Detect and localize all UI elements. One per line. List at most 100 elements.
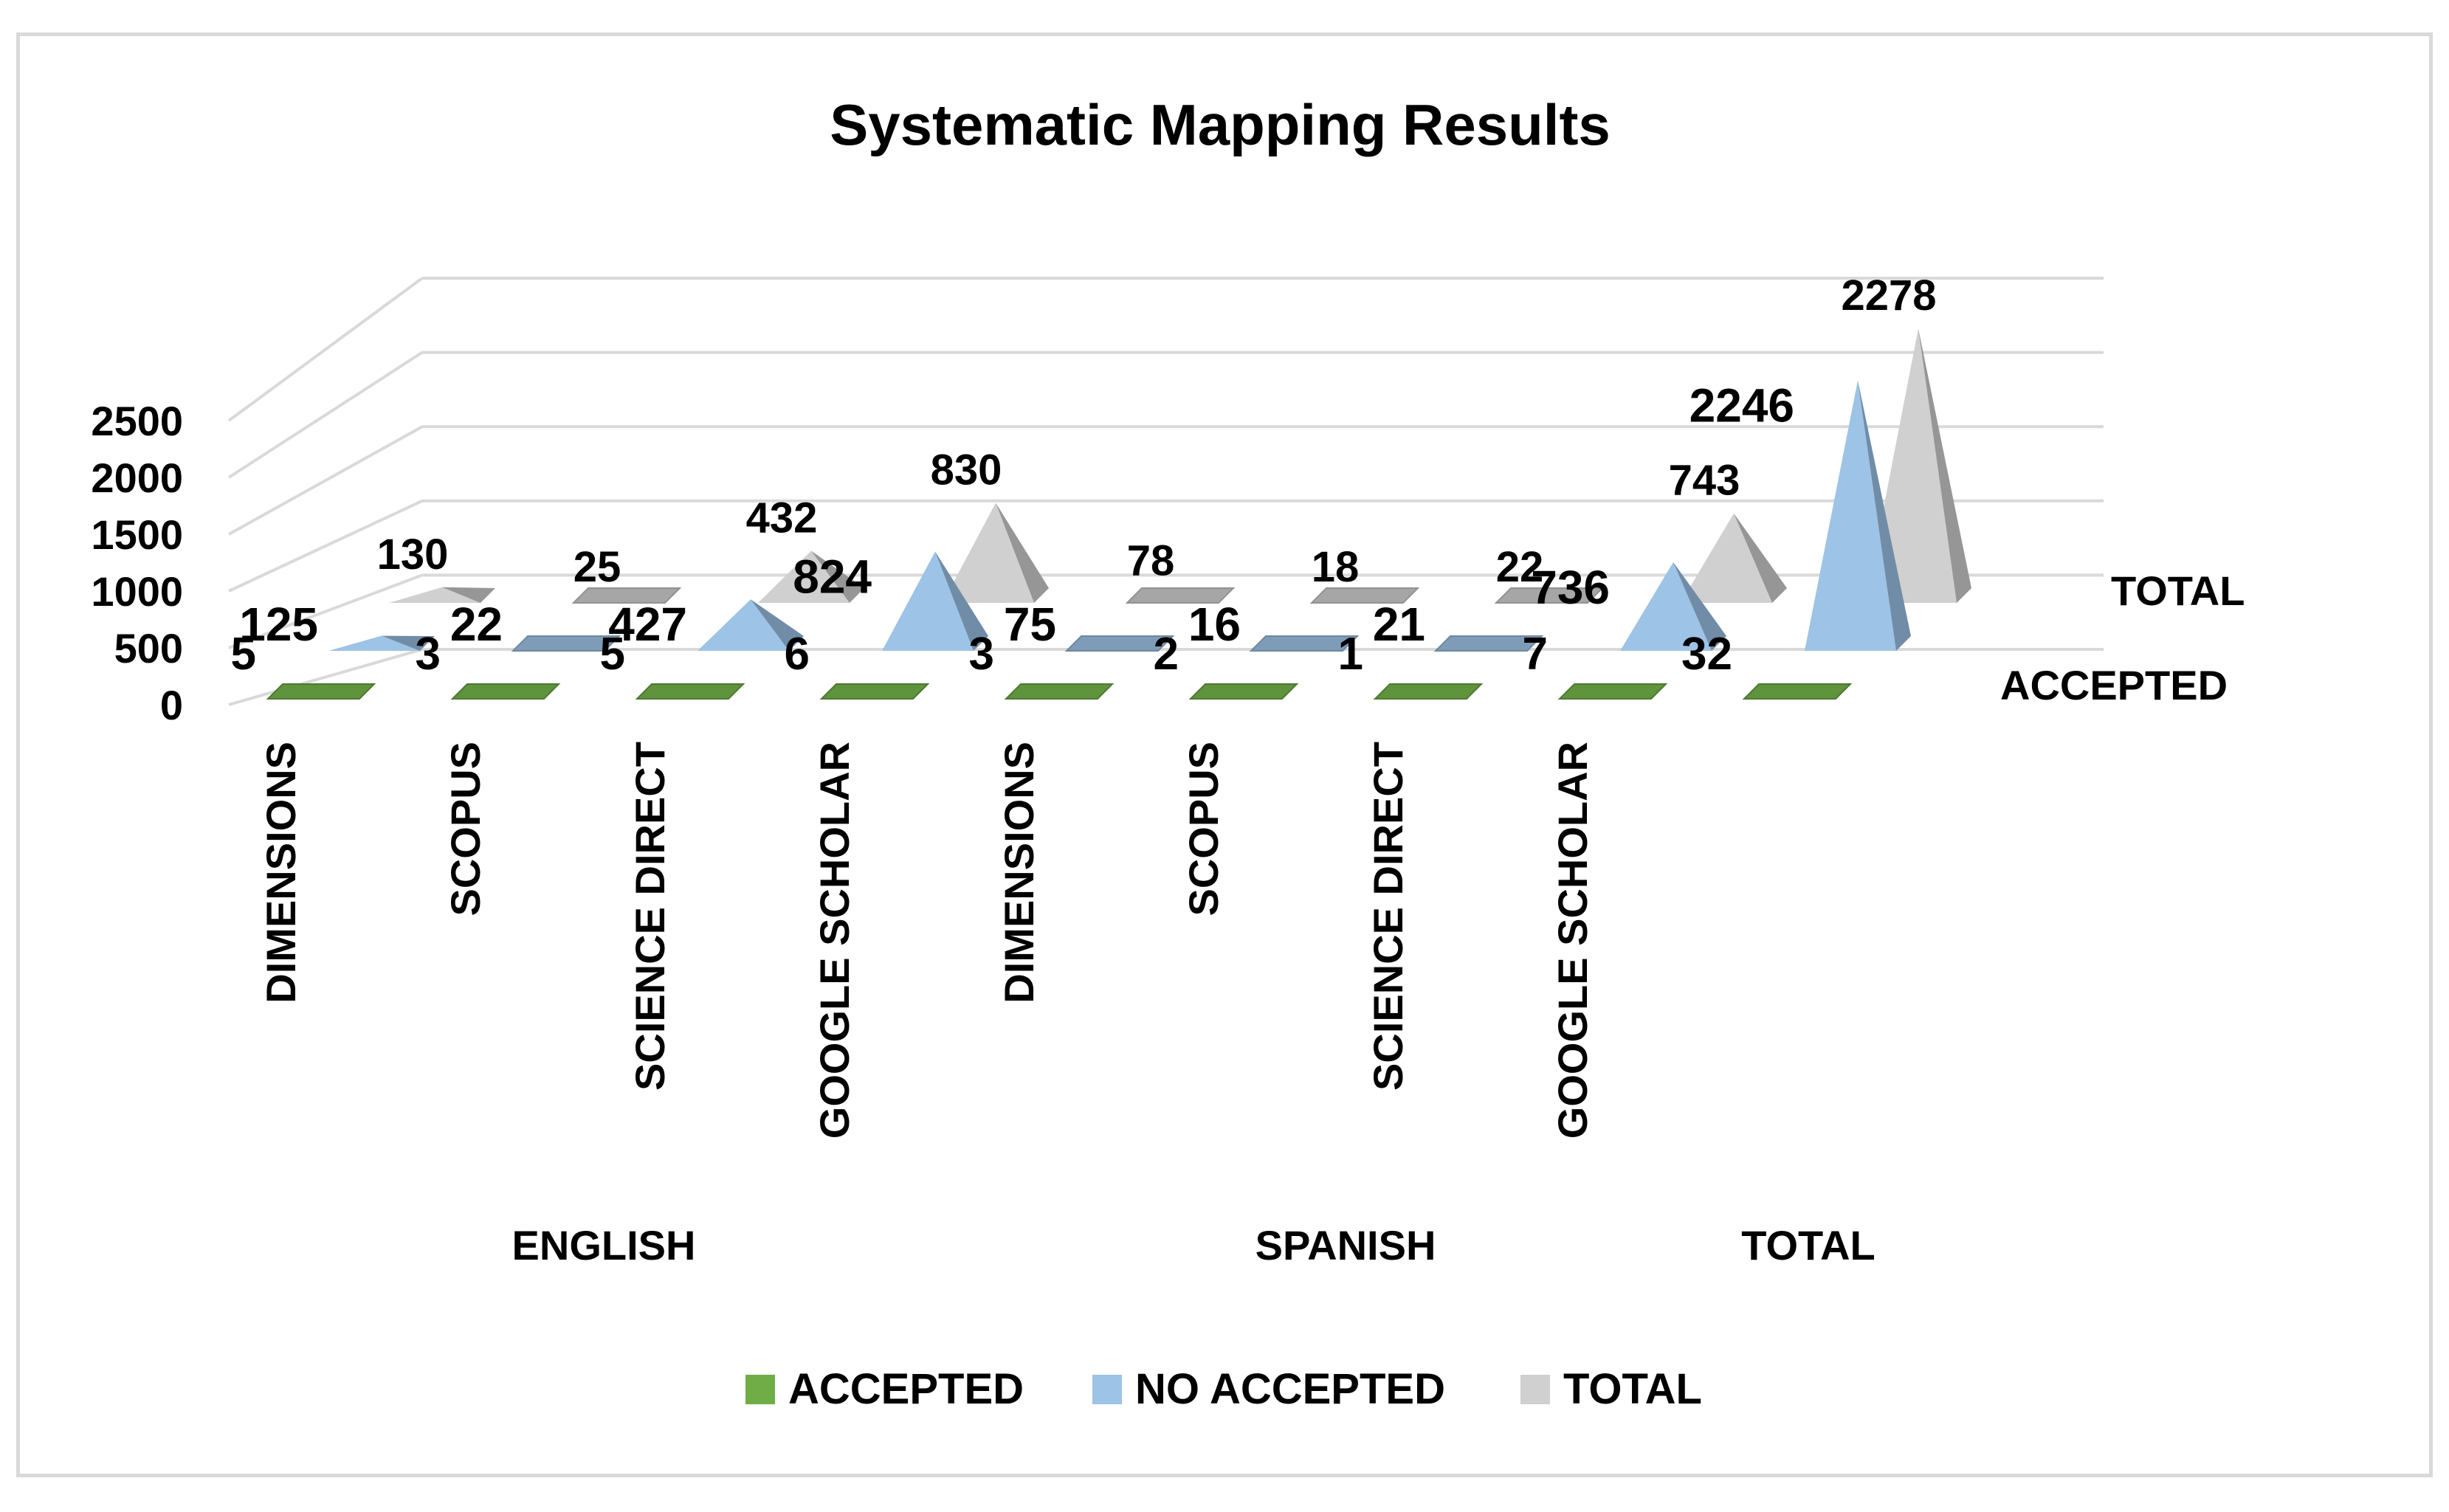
- data-label-0-3: 6: [785, 629, 810, 680]
- pyramid-2-7-side: [1734, 513, 1787, 603]
- data-label-2-8: 2278: [1841, 272, 1936, 320]
- y-tick-label: 0: [160, 682, 183, 728]
- pyramid-2-2-side: [811, 550, 864, 603]
- pyramid-1-8-side: [1858, 380, 1911, 651]
- data-label-2-5: 18: [1312, 543, 1360, 591]
- pyramid-2-8-side: [1918, 328, 1971, 603]
- data-label-1-1: 22: [450, 598, 503, 651]
- y-tick-label: 2000: [91, 455, 183, 501]
- data-label-1-6: 21: [1373, 598, 1425, 651]
- pyramid-1-6: [1433, 635, 1544, 652]
- category-label-2: SCIENCE DIRECT: [627, 742, 673, 1091]
- chart-title: Systematic Mapping Results: [830, 92, 1611, 157]
- pyramid-1-2-front: [698, 599, 789, 651]
- category-label-1: SCOPUS: [442, 742, 489, 916]
- data-label-2-0: 130: [377, 531, 449, 579]
- pyramid-2-5: [1309, 587, 1420, 604]
- pyramid-1-8-front: [1805, 380, 1896, 651]
- y-tick-label: 1000: [91, 568, 183, 615]
- pyramid-2-6: [1494, 587, 1605, 604]
- category-label-6: SCIENCE DIRECT: [1365, 742, 1411, 1091]
- category-label-5: SCOPUS: [1180, 742, 1227, 916]
- pyramid-2-2-front: [758, 550, 850, 603]
- category-labels: DIMENSIONS SCOPUS SCIENCE DIRECT GOOGLE SCH…: [258, 742, 1596, 1139]
- pyramid-0-3: [819, 683, 930, 700]
- data-label-1-0: 125: [239, 598, 318, 651]
- data-label-1-8: 2246: [1690, 379, 1794, 432]
- pyramid-1-1: [511, 635, 621, 652]
- pyramid-2-0-side: [442, 587, 495, 603]
- pyramid-2-7-front: [1681, 513, 1772, 603]
- pyramid-0-8: [1742, 683, 1853, 700]
- depth-axis-labels: TOTAL ACCEPTED: [2000, 567, 2245, 708]
- pyramid-1-7-front: [1620, 562, 1712, 651]
- category-label-7: GOOGLE SCHOLAR: [1549, 742, 1596, 1139]
- gridline-side: [228, 499, 423, 593]
- category-label-0: DIMENSIONS: [258, 742, 304, 1004]
- group-label-2: TOTAL: [1741, 1222, 1875, 1268]
- data-label-0-0: 5: [231, 629, 256, 680]
- data-label-0-1: 3: [416, 629, 441, 680]
- y-tick-label: 2500: [91, 398, 183, 444]
- legend-label-2: TOTAL: [1563, 1365, 1702, 1413]
- gridline-side: [227, 351, 424, 479]
- legend-swatch-2: [1520, 1375, 1550, 1404]
- group-label-0: ENGLISH: [512, 1222, 696, 1268]
- legend: ACCEPTED NO ACCEPTED TOTAL: [745, 1365, 1702, 1413]
- gridline-side: [227, 277, 424, 422]
- data-label-0-7: 7: [1523, 629, 1548, 680]
- pyramid-1-2-side: [751, 599, 804, 651]
- data-label-0-5: 2: [1154, 629, 1179, 680]
- y-tick-label: 500: [114, 625, 183, 672]
- data-label-2-3: 830: [931, 446, 1002, 494]
- legend-swatch-0: [745, 1375, 775, 1404]
- data-label-2-7: 743: [1669, 457, 1740, 505]
- pyramid-0-7: [1557, 683, 1668, 700]
- data-label-1-5: 16: [1188, 598, 1241, 651]
- pyramid-0-4: [1004, 683, 1115, 700]
- legend-label-0: ACCEPTED: [788, 1365, 1024, 1413]
- pyramid-2-3-side: [996, 503, 1049, 603]
- pyramid-2-4: [1125, 587, 1236, 604]
- gridline-side: [228, 573, 423, 649]
- y-axis-ticks: 0 500 1000 1500 2000 2500: [91, 398, 183, 728]
- data-label-1-7: 736: [1531, 561, 1610, 614]
- pyramids: [266, 328, 1971, 700]
- data-label-1-2: 427: [608, 598, 687, 651]
- pyramid-0-6: [1373, 683, 1484, 700]
- pyramid-1-0-front: [328, 635, 420, 651]
- pyramid-1-3-side: [935, 551, 988, 651]
- data-label-2-2: 432: [746, 494, 818, 542]
- data-label-0-2: 5: [600, 629, 625, 680]
- pyramid-1-0-side: [382, 635, 435, 651]
- pyramid-1-3-front: [882, 551, 974, 651]
- pyramid-0-5: [1188, 683, 1299, 700]
- data-label-1-4: 75: [1004, 598, 1056, 651]
- group-label-1: SPANISH: [1256, 1222, 1436, 1268]
- pyramid-1-4: [1064, 635, 1175, 652]
- pyramid-0-0: [266, 683, 376, 700]
- chart-frame: [16, 32, 2433, 1477]
- gridline-side: [228, 425, 423, 536]
- pyramid-2-3-front: [943, 503, 1034, 603]
- category-label-3: GOOGLE SCHOLAR: [811, 742, 858, 1139]
- y-tick-label: 1500: [91, 511, 183, 558]
- legend-label-1: NO ACCEPTED: [1135, 1365, 1445, 1413]
- pyramid-2-1: [571, 587, 682, 604]
- pyramid-1-7-side: [1673, 562, 1726, 651]
- data-label-2-1: 25: [574, 543, 621, 591]
- data-label-2-4: 78: [1127, 536, 1175, 584]
- data-label-0-6: 1: [1338, 629, 1363, 680]
- legend-swatch-1: [1092, 1375, 1122, 1404]
- pyramid-0-1: [450, 683, 561, 700]
- pyramid-2-0-front: [389, 587, 480, 603]
- gridline-side: [228, 648, 423, 706]
- data-label-1-3: 824: [793, 550, 872, 603]
- pyramid-1-5: [1249, 635, 1360, 652]
- data-label-0-4: 3: [969, 629, 994, 680]
- group-labels: ENGLISH SPANISH TOTAL: [512, 1222, 1876, 1268]
- data-label-2-6: 22: [1496, 543, 1544, 591]
- depth-axis-label-0: TOTAL: [2111, 567, 2245, 614]
